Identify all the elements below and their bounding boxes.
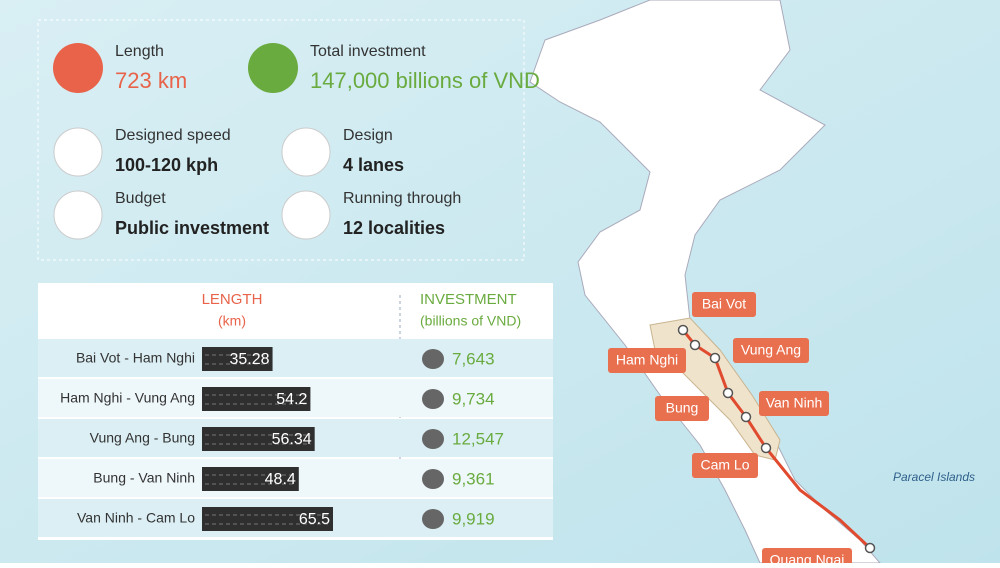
route-stop	[760, 442, 772, 454]
length-header: LENGTH	[202, 291, 263, 308]
stat-label: Designed speed	[115, 127, 231, 144]
place-name: Bai Vot	[702, 296, 746, 312]
place-tag	[733, 338, 809, 363]
investment-unit: (billions of VND)	[420, 313, 521, 329]
stat-value: 100-120 kph	[115, 155, 218, 175]
investment-value: 12,547	[452, 429, 504, 448]
stat-icon	[281, 127, 331, 177]
place-name: Quang Ngai	[770, 552, 845, 563]
section-label: Bung - Van Ninh	[93, 470, 195, 486]
place-name: Ham Nghi	[616, 352, 678, 368]
route-stop	[722, 387, 734, 399]
stat-icon	[53, 43, 103, 93]
country-shape	[529, 0, 882, 564]
place-tag	[692, 292, 756, 317]
place-tag	[655, 396, 709, 421]
investment-value: 9,734	[452, 389, 495, 408]
stat-value: 4 lanes	[343, 155, 404, 175]
coin-icon	[422, 349, 444, 369]
length-bar	[202, 467, 299, 491]
length-bar	[202, 347, 273, 371]
length-value: 56.34	[272, 431, 312, 448]
section-label: Bai Vot - Ham Nghi	[76, 350, 195, 366]
investment-header: INVESTMENT	[420, 291, 517, 308]
stat-icon	[53, 127, 103, 177]
length-value: 48.4	[265, 471, 296, 488]
route-stop	[677, 324, 689, 336]
stat-icon	[248, 43, 298, 93]
route-stop	[709, 352, 721, 364]
length-value: 35.28	[230, 351, 270, 368]
stat-label: Length	[115, 43, 164, 60]
length-bar	[202, 427, 315, 451]
route-stop	[689, 339, 701, 351]
length-bar	[202, 387, 311, 411]
route-stop	[740, 411, 752, 423]
stats-box	[37, 19, 525, 261]
place-name: Van Ninh	[766, 395, 823, 411]
section-label: Ham Nghi - Vung Ang	[60, 390, 195, 406]
length-value: 65.5	[299, 511, 330, 528]
stat-value: Public investment	[115, 218, 269, 238]
length-unit: (km)	[218, 313, 246, 329]
route-stop	[864, 542, 876, 554]
stat-label: Total investment	[310, 43, 426, 60]
coin-icon	[422, 469, 444, 489]
coin-icon	[422, 429, 444, 449]
row-bg	[38, 339, 553, 377]
stat-label: Design	[343, 127, 393, 144]
place-name: Cam Lo	[700, 457, 749, 473]
length-value: 54.2	[276, 391, 307, 408]
stat-value: 147,000 billions of VND	[310, 68, 540, 93]
stat-value: 12 localities	[343, 218, 445, 238]
islands-label: Paracel Islands	[893, 470, 975, 484]
place-tag	[692, 453, 758, 478]
stat-icon	[281, 190, 331, 240]
stat-label: Running through	[343, 190, 461, 207]
stat-label: Budget	[115, 190, 166, 207]
place-name: Bung	[666, 400, 699, 416]
coin-icon	[422, 509, 444, 529]
section-label: Van Ninh - Cam Lo	[77, 510, 195, 526]
place-tag	[759, 391, 829, 416]
place-name: Vung Ang	[741, 342, 801, 358]
coin-icon	[422, 389, 444, 409]
investment-value: 7,643	[452, 349, 495, 368]
stat-icon	[53, 190, 103, 240]
investment-value: 9,361	[452, 469, 495, 488]
investment-value: 9,919	[452, 509, 495, 528]
place-tag	[608, 348, 686, 373]
length-bar	[202, 507, 333, 531]
section-label: Vung Ang - Bung	[90, 430, 195, 446]
stat-value: 723 km	[115, 68, 187, 93]
